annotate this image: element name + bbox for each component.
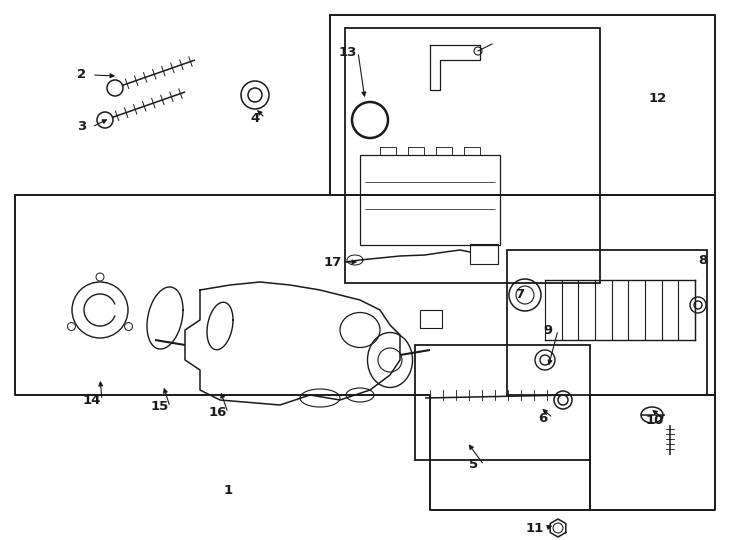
Bar (420, 310, 442, 328)
Text: 8: 8 (698, 253, 708, 267)
Text: 16: 16 (208, 407, 228, 420)
Text: 9: 9 (543, 323, 553, 336)
Text: 1: 1 (223, 483, 233, 496)
Text: 6: 6 (538, 411, 548, 424)
Text: 5: 5 (470, 458, 479, 471)
Bar (345, 28, 600, 283)
Text: 3: 3 (77, 120, 87, 133)
Text: 10: 10 (646, 414, 664, 427)
Bar (507, 250, 707, 395)
Bar (415, 345, 590, 460)
Text: 12: 12 (649, 91, 667, 105)
Bar (360, 155, 500, 245)
Text: 14: 14 (83, 394, 101, 407)
Text: 4: 4 (250, 111, 260, 125)
Text: 13: 13 (339, 45, 357, 58)
Text: 2: 2 (78, 69, 87, 82)
Text: 17: 17 (324, 255, 342, 268)
Text: 11: 11 (526, 522, 544, 535)
Text: 7: 7 (515, 287, 525, 300)
Bar (470, 244, 498, 264)
Text: 15: 15 (151, 401, 169, 414)
